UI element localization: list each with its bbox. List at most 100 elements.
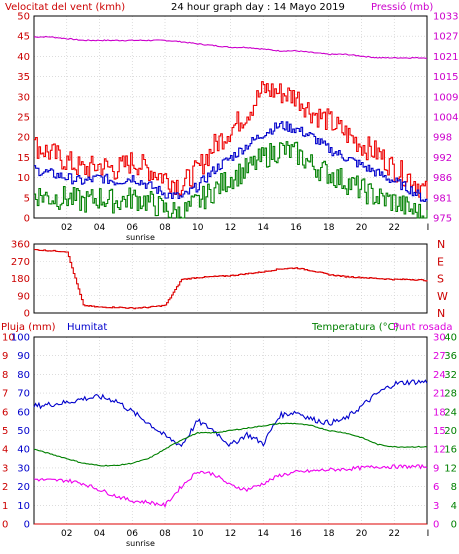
dewpoint-tick-label: 0 <box>433 520 439 531</box>
x-tick-label: 10 <box>192 529 204 539</box>
dewpoint-line <box>33 463 428 509</box>
x-tick-label: 06 <box>127 223 139 233</box>
humidity-tick-label: 90 <box>17 351 30 362</box>
x-tick-label: I <box>427 223 430 233</box>
compass-tick-label: W <box>437 290 448 303</box>
direction-tick-label: 180 <box>11 274 30 285</box>
dewpoint-tick-label: 15 <box>433 426 446 437</box>
dewpoint-tick-label: 9 <box>433 463 439 474</box>
wind-axis-label: Velocitat del vent (kmh) <box>5 2 125 13</box>
pressure-tick-label: 1015 <box>433 72 458 83</box>
sunrise-label: sunrise <box>126 233 155 242</box>
wind-tick-label: 50 <box>17 12 30 23</box>
wind-tick-label: 45 <box>17 32 30 43</box>
dewpoint-tick-label: 12 <box>433 445 446 456</box>
temperature-tick-label: 12 <box>444 463 457 474</box>
dewpoint-tick-label: 3 <box>433 501 439 512</box>
dewpoint-tick-label: 24 <box>433 370 446 381</box>
pressure-tick-label: 1033 <box>433 12 458 23</box>
compass-tick-label: E <box>437 255 444 268</box>
humidity-tick-label: 20 <box>17 482 30 493</box>
pressure-tick-label: 1021 <box>433 52 458 63</box>
temperature-tick-label: 8 <box>451 482 457 493</box>
wind-tick-label: 0 <box>24 214 30 225</box>
wind-average-line <box>34 121 428 203</box>
humidity-tick-label: 0 <box>24 520 30 531</box>
temperature-tick-label: 28 <box>444 389 457 400</box>
rain-tick-label: 9 <box>2 351 8 362</box>
humidity-tick-label: 30 <box>17 463 30 474</box>
rain-tick-label: 10 <box>2 333 15 344</box>
wind-direction-line <box>34 249 428 310</box>
wind-tick-label: 35 <box>17 72 30 83</box>
temperature-line <box>33 422 428 467</box>
temp-humidity-labels: Pluja (mm) Humitat Temperatura (°C) Punt… <box>1 322 452 333</box>
x-tick-label: 02 <box>61 223 72 233</box>
dewpoint-tick-label: 18 <box>433 407 446 418</box>
direction-tick-label: 270 <box>11 257 30 268</box>
direction-tick-label: 360 <box>11 240 30 251</box>
x-tick-label: 14 <box>258 223 270 233</box>
temperature-tick-label: 32 <box>444 370 457 381</box>
compass-tick-label: S <box>437 273 444 286</box>
rain-tick-label: 1 <box>2 501 8 512</box>
direction-panel-frame <box>33 243 428 314</box>
pressure-tick-label: 986 <box>433 173 452 184</box>
dewpoint-tick-label: 6 <box>433 482 439 493</box>
x-tick-label: 16 <box>290 529 302 539</box>
pressure-tick-label: 1004 <box>433 113 458 124</box>
chart-title: 24 hour graph day : 14 Mayo 2019 <box>171 2 345 13</box>
humidity-tick-label: 10 <box>17 501 30 512</box>
rain-tick-label: 7 <box>2 389 8 400</box>
temperature-tick-label: 16 <box>444 445 457 456</box>
rain-tick-label: 0 <box>2 520 8 531</box>
wind-tick-label: 5 <box>24 193 30 204</box>
pressure-tick-label: 998 <box>433 133 452 144</box>
dewpoint-tick-label: 27 <box>433 351 446 362</box>
x-tick-label: 10 <box>192 223 204 233</box>
humidity-tick-label: 70 <box>17 389 30 400</box>
direction-tick-label: 0 <box>24 309 30 320</box>
pressure-tick-label: 1009 <box>433 92 458 103</box>
x-tick-label: 12 <box>225 223 236 233</box>
wind-tick-label: 40 <box>17 52 30 63</box>
temperature-tick-label: 40 <box>444 333 457 344</box>
rain-tick-label: 4 <box>2 445 8 456</box>
temperature-tick-label: 0 <box>451 520 457 531</box>
x-tick-label: I <box>427 529 430 539</box>
x-tick-label: 16 <box>290 223 302 233</box>
wind-tick-label: 15 <box>17 153 30 164</box>
wind-gust-line <box>34 81 428 199</box>
x-tick-label: 08 <box>159 529 171 539</box>
x-tick-label: 20 <box>356 529 368 539</box>
pressure-tick-label: 992 <box>433 153 452 164</box>
x-tick-label: 04 <box>94 223 106 233</box>
temperature-axis-label: Temperatura (°C) <box>311 322 399 333</box>
rain-tick-label: 3 <box>2 463 8 474</box>
pressure-line <box>33 35 428 59</box>
pressure-tick-label: 981 <box>433 193 452 204</box>
humidity-tick-label: 100 <box>11 333 30 344</box>
humidity-axis-label: Humitat <box>67 322 107 333</box>
wind-tick-label: 30 <box>17 92 30 103</box>
wind-tick-label: 10 <box>17 173 30 184</box>
temperature-tick-label: 4 <box>451 501 457 512</box>
humidity-tick-label: 60 <box>17 407 30 418</box>
pressure-axis-label: Pressió (mb) <box>371 1 433 13</box>
rain-tick-label: 2 <box>2 482 8 493</box>
rain-tick-label: 8 <box>2 370 8 381</box>
humidity-tick-label: 40 <box>17 445 30 456</box>
compass-tick-label: N <box>437 238 445 251</box>
wind-pressure-panel: Velocitat del vent (kmh) 24 hour graph d… <box>5 1 433 13</box>
direction-tick-label: 90 <box>17 291 30 302</box>
x-tick-label: 20 <box>356 223 368 233</box>
x-tick-label: 22 <box>389 529 400 539</box>
rain-axis-label: Pluja (mm) <box>1 322 56 333</box>
x-tick-label: 02 <box>61 529 72 539</box>
pressure-tick-label: 975 <box>433 214 452 225</box>
humidity-line <box>33 379 428 448</box>
wind-panel-frame <box>33 15 428 219</box>
sunrise-label: sunrise <box>126 539 155 548</box>
x-tick-label: 04 <box>94 529 106 539</box>
